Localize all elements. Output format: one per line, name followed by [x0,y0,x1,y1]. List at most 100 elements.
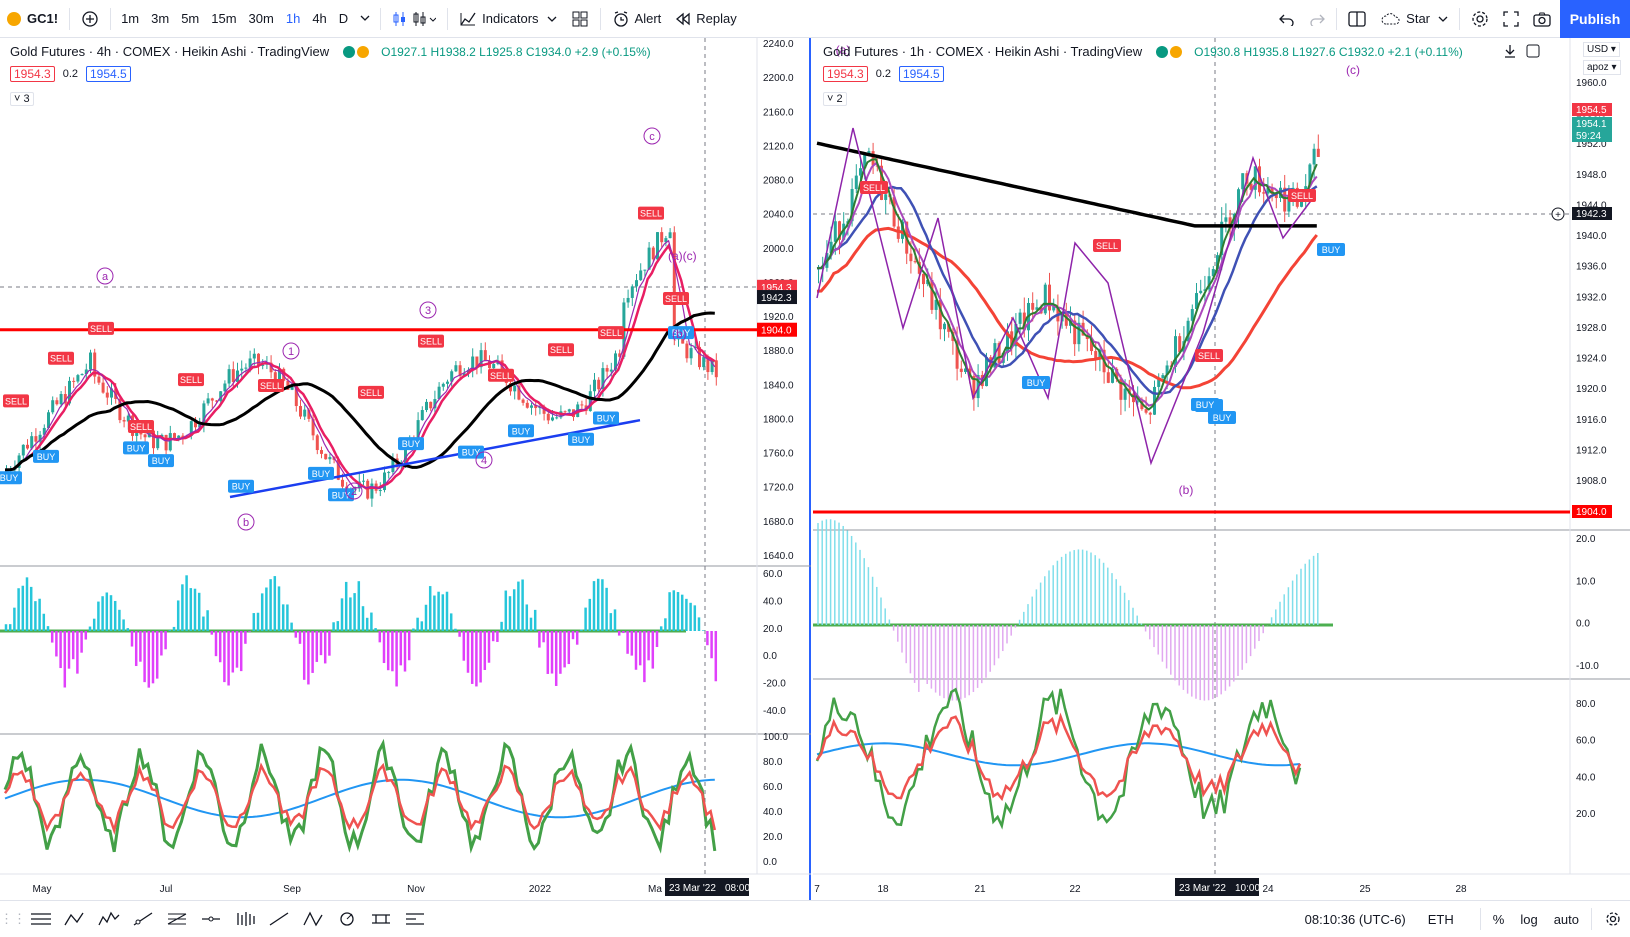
timeframe-dropdown[interactable] [354,11,376,26]
log-scale-toggle[interactable]: log [1520,911,1538,927]
templates-button[interactable] [564,0,596,38]
wave-label: 4 [481,455,487,467]
chart-type-button[interactable] [385,0,443,38]
add-alert-icon-plus: + [1555,210,1561,221]
candle-body [383,472,386,491]
indicators-button[interactable]: Indicators [452,0,563,38]
right-indicators-collapse[interactable]: ˅ 2 [823,92,847,106]
layout-button[interactable] [1341,0,1373,38]
timeframe-D[interactable]: D [338,11,349,26]
candle-body [913,261,917,263]
maximize-icon[interactable] [1526,44,1540,63]
measure-tool[interactable] [364,904,398,934]
left-visibility-toggles[interactable] [343,45,370,58]
undo-button[interactable] [1272,0,1302,38]
fullscreen-button[interactable] [1496,0,1526,38]
oscillator-axis-label: 20.0 [763,624,783,635]
right-ask-button[interactable]: 1954.5 [899,66,944,82]
candle-body [59,394,63,405]
star-layout-button[interactable]: Star [1373,0,1455,38]
compare-button[interactable] [74,0,106,38]
oscillator-axis-label: 60.0 [763,569,783,580]
star-label: Star [1406,11,1430,26]
currency-selector[interactable]: USD ▾ [1583,42,1620,57]
session-toggle[interactable]: ETH [1427,911,1454,927]
xabcd-tool[interactable] [296,904,330,934]
sell-signal-label: SELL [863,183,885,193]
drag-handle-icon[interactable]: ⋮⋮ [0,911,26,926]
oscillator-axis-label: 40.0 [763,807,783,818]
candle-body [454,365,458,372]
redo-button[interactable] [1302,0,1332,38]
left-bid-button[interactable]: 1954.3 [10,66,55,82]
ray-tool[interactable] [262,904,296,934]
candle-body [934,299,938,310]
timeframe-5m[interactable]: 5m [181,11,200,26]
buy-signal-label: BUY [152,456,171,466]
timeframe-1m[interactable]: 1m [121,11,140,26]
fib-tool[interactable] [160,904,194,934]
chart-settings-button[interactable] [1596,904,1630,934]
left-chart-pane[interactable]: 2240.0 2200.0 2160.0 2120.0 2080.0 2040.0 2000… [0,38,811,900]
right-chart-canvas[interactable]: 1960.01956.01952.01948.01944.01940.01936… [813,38,1630,900]
replay-button[interactable]: Replay [668,0,743,38]
download-icon[interactable] [1503,44,1517,63]
right-visibility-toggles[interactable] [1156,45,1183,58]
price-axis-label: 1940.0 [1576,231,1607,242]
timeframe-30m[interactable]: 30m [248,11,274,26]
settings-button[interactable] [1464,0,1496,38]
scale-unit-selector[interactable]: apoz ▾ [1583,60,1621,75]
timeframe-4h[interactable]: 4h [312,11,327,26]
left-ask-button[interactable]: 1954.5 [86,66,131,82]
candle-body [378,490,382,492]
right-bid-button[interactable]: 1954.3 [823,66,868,82]
pattern-tool[interactable] [58,904,92,934]
left-indicators-collapse[interactable]: ˅ 3 [10,92,34,106]
bars-tool[interactable] [228,904,262,934]
candle-body [588,391,592,412]
line-tool[interactable] [126,904,160,934]
price-axis-label: 1948.0 [1576,170,1607,181]
candle-body [1153,386,1156,415]
timeframe-15m[interactable]: 15m [211,11,237,26]
oscillator-axis-label: 20.0 [763,832,783,843]
ranges-tool[interactable] [398,904,432,934]
buy-signal [328,488,354,502]
cycle-tool[interactable] [330,904,364,934]
percent-scale-toggle[interactable]: % [1492,911,1505,927]
candle-body [555,417,559,419]
publish-button[interactable]: Publish [1560,0,1630,38]
wave-label: (b) [1179,483,1194,497]
time-axis-label: 21 [974,884,986,895]
auto-scale-toggle[interactable]: auto [1553,911,1579,927]
price-axis-label: 1936.0 [1576,262,1607,273]
left-chart-canvas[interactable]: 2240.02200.02160.02120.02080.02040.02000… [0,38,811,900]
trend-lines-tool[interactable] [24,904,58,934]
candle-body [1283,187,1287,212]
wave-label: 3 [425,305,431,317]
symbol-search[interactable]: GC1! [0,0,65,38]
sell-signal-label: SELL [1198,351,1220,361]
horizontal-ray-tool[interactable] [194,904,228,934]
snapshot-button[interactable] [1526,0,1558,38]
wave-label-circle [282,342,300,360]
price-tag-label: 1942.3 [761,293,792,304]
candle-body [580,404,584,406]
candle-body [450,371,454,382]
timeframe-1h[interactable]: 1h [285,11,301,26]
alert-button[interactable]: Alert [605,0,669,38]
candle-body [551,417,554,421]
candle-body [1262,192,1266,194]
oscillator-axis-label: 40.0 [763,596,783,607]
candle-body [651,247,655,260]
elliott-wave-tool[interactable] [92,904,126,934]
grid-templates-icon [572,11,588,26]
timeframe-3m[interactable]: 3m [151,11,170,26]
price-tag-label: 59:24 [1576,131,1601,142]
candle-body [278,368,281,385]
buy-signal-label: BUY [512,426,531,436]
right-chart-pane[interactable]: 1960.01956.01952.01948.01944.01940.01936… [813,38,1630,900]
candle-body [471,356,475,370]
time-axis-label: 24 [1262,884,1274,895]
top-toolbar: GC1! 1m 3m 5m 15m 30m 1h 4h D Indicators… [0,0,1630,38]
